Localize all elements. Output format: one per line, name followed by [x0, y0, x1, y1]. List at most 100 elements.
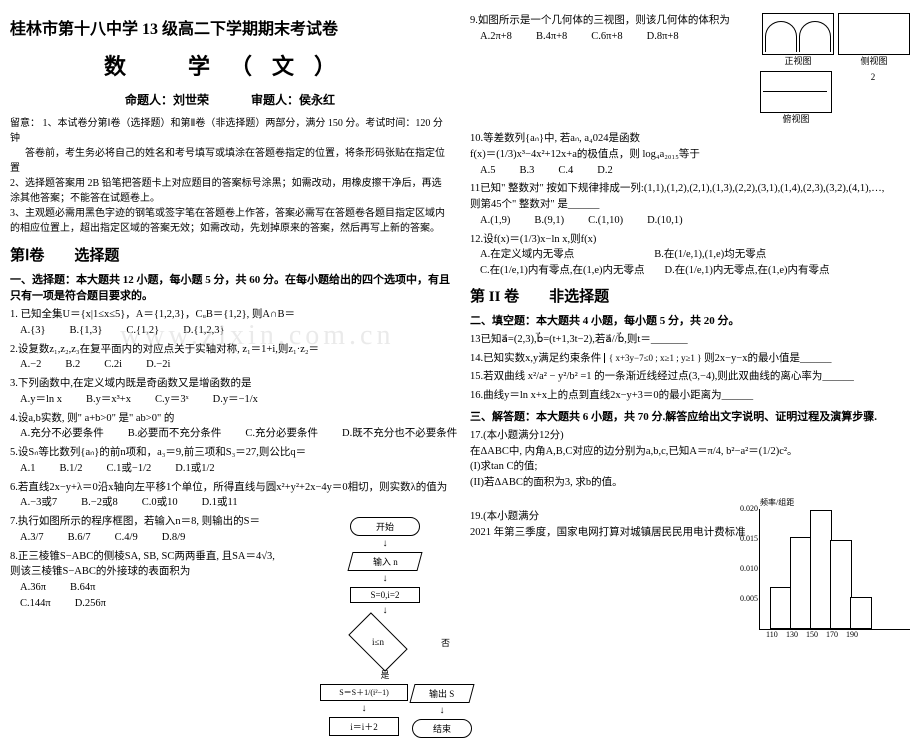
- hist-bar: [790, 537, 812, 629]
- flow-no: 否: [441, 636, 450, 649]
- remarks: 留意： 1、本试卷分第Ⅰ卷（选择题）和第Ⅱ卷（非选择题）两部分，满分 150 分…: [10, 116, 450, 236]
- q17-p2: (II)若ΔABC的面积为3, 求b的值。: [470, 475, 910, 491]
- q3-C: C.y＝3ˣ: [155, 392, 189, 408]
- q3: 3.下列函数中,在定义域内既是奇函数又是增函数的是 A.y＝ln x B.y＝x…: [10, 376, 450, 408]
- q11-C: C.(1,10): [588, 213, 623, 229]
- side-view-label: 侧视图: [838, 55, 910, 69]
- ylabel: 0.015: [740, 533, 760, 545]
- q8-C: C.144π: [20, 596, 51, 612]
- q11-stem: 11已知" 整数对" 按如下规律排成一列:(1,1),(1,2),(2,1),(…: [470, 181, 910, 197]
- q15: 15.若双曲线 x²/a² − y²/b² =1 的一条渐近线经过点(3,−4)…: [470, 369, 910, 385]
- three-views: 正视图 侧视图 俯视图 2: [730, 13, 910, 128]
- part2-title: 第 II 卷 非选择题: [470, 285, 910, 306]
- top-view-label: 俯视图: [760, 113, 832, 127]
- q7-A: A.3/7: [20, 530, 44, 546]
- q2-B: B.2: [65, 357, 80, 373]
- authors: 命题人：刘世荣 审题人：侯永红: [10, 91, 450, 108]
- hist-bar: [810, 510, 832, 629]
- flow-input: 输入 n: [347, 552, 422, 571]
- q12: 12.设f(x)＝(1/3)x−ln x,则f(x) A.在定义域内无零点 B.…: [470, 232, 910, 279]
- q4-B: B.必要而不充分条件: [128, 426, 222, 442]
- q14-cond: { x+3y−7≤0 ; x≥1 ; y≥1 }: [604, 353, 702, 364]
- q10-C: C.4: [558, 163, 573, 179]
- q9-A: A.2π+8: [480, 29, 512, 45]
- q11: 11已知" 整数对" 按如下规律排成一列:(1,1),(1,2),(2,1),(…: [470, 181, 910, 228]
- histogram: 频率/组距 0.020 0.015 0.010 0.005 110 130 15…: [759, 509, 910, 630]
- arrow-icon: ↓: [320, 574, 450, 584]
- q4: 4.设a,b实数, 则" a+b>0" 是" ab>0" 的 A.充分不必要条件…: [10, 411, 450, 443]
- flow-start: 开始: [350, 517, 420, 536]
- q10-B: B.3: [519, 163, 534, 179]
- q3-A: A.y＝ln x: [20, 392, 62, 408]
- q8-A: A.36π: [20, 580, 46, 596]
- q5-stem: 5.设Sₙ等比数列{aₙ}的前n项和，a₃＝9,前三项和S₃＝27,则公比q＝: [10, 445, 450, 461]
- q6-D: D.1或11: [202, 495, 238, 511]
- q10-stem: 10.等差数列{aₙ}中, 若aₙ, a₄024是函数: [470, 131, 910, 147]
- flow-inc: i＝i＋2: [329, 717, 399, 736]
- q5-B: B.1/2: [59, 461, 82, 477]
- q12-A: A.在定义域内无零点: [480, 247, 574, 263]
- q14-stem: 14.已知实数x,y满足约束条件: [470, 353, 601, 364]
- top-view: [760, 71, 832, 113]
- q9: 正视图 侧视图 俯视图 2 9.如图所示是一个几何体的三视图，则该几何体的体积为: [470, 13, 910, 128]
- flow-calc: S＝S＋1/(i²−1): [320, 684, 408, 701]
- dim-label: 2: [836, 71, 910, 127]
- q5-D: D.1或1/2: [175, 461, 214, 477]
- q2-C: C.2i: [104, 357, 122, 373]
- subject-title: 数 学（文）: [10, 49, 450, 81]
- xlabel: 110: [766, 629, 778, 641]
- q2-stem: 2.设复数z₁,z₂,z₃在复平面内的对应点关于实轴对称, z₁＝1+i,则z₁…: [10, 342, 450, 358]
- fill-head: 二、填空题：本大题共 4 小题，每小题 5 分，共 20 分。: [470, 312, 910, 328]
- q1-C: C.{1,2}: [126, 323, 159, 339]
- arrow-icon: ↓: [320, 704, 408, 714]
- q6-stem: 6.若直线2x−y+λ＝0沿x轴向左平移1个单位，所得直线与圆x²+y²+2x−…: [10, 480, 450, 496]
- q4-C: C.充分必要条件: [245, 426, 318, 442]
- q7-B: B.6/7: [68, 530, 91, 546]
- q4-D: D.既不充分也不必要条件: [342, 426, 457, 442]
- q8-B: B.64π: [70, 580, 95, 596]
- q10-stem2: f(x)＝(1/3)x³−4x²+12x+a的极值点，则 log₄a₂₀₁₅等于: [470, 147, 910, 163]
- ylabel: 0.010: [740, 563, 760, 575]
- q2-A: A.−2: [20, 357, 41, 373]
- author-left: 命题人：刘世荣: [125, 93, 209, 107]
- q4-stem: 4.设a,b实数, 则" a+b>0" 是" ab>0" 的: [10, 411, 450, 427]
- xlabel: 190: [846, 629, 858, 641]
- flowchart: 开始 ↓ 输入 n ↓ S=0,i=2 ↓ i≤n 否 是 S＝S＋1/(i²−…: [320, 514, 450, 741]
- q11-stem2: 则第45个" 整数对" 是______: [470, 197, 910, 213]
- q12-B: B.在(1/e,1),(1,e)均无零点: [654, 247, 766, 263]
- q17-h: 17.(本小题满分12分): [470, 428, 910, 444]
- q13: 13已知a⃗=(2,3),b⃗=(t+1,3t−2),若a⃗//b⃗,则t＝__…: [470, 332, 910, 348]
- q14-tail: 则2x−y−x的最小值是______: [704, 353, 831, 364]
- ylabel: 0.020: [740, 503, 760, 515]
- q17: 17.(本小题满分12分) 在ΔABC中, 内角A,B,C对应的边分别为a,b,…: [470, 428, 910, 491]
- q10: 10.等差数列{aₙ}中, 若aₙ, a₄024是函数 f(x)＝(1/3)x³…: [470, 131, 910, 178]
- xlabel: 150: [806, 629, 818, 641]
- q11-B: B.(9,1): [534, 213, 564, 229]
- q1: 1. 已知全集U＝{x|1≤x≤5}，A＝{1,2,3}，CᵤB＝{1,2}, …: [10, 307, 450, 339]
- q6: 6.若直线2x−y+λ＝0沿x轴向左平移1个单位，所得直线与圆x²+y²+2x−…: [10, 480, 450, 512]
- arrow-icon: ↓: [320, 606, 450, 616]
- flow-cond: i≤n: [349, 612, 408, 671]
- flow-init: S=0,i=2: [350, 587, 420, 603]
- front-view: [762, 13, 834, 55]
- q7-D: D.8/9: [162, 530, 186, 546]
- q1-stem: 1. 已知全集U＝{x|1≤x≤5}，A＝{1,2,3}，CᵤB＝{1,2}, …: [10, 307, 450, 323]
- flow-output: 输出 S: [409, 684, 474, 703]
- q4-A: A.充分不必要条件: [20, 426, 104, 442]
- q5: 5.设Sₙ等比数列{aₙ}的前n项和，a₃＝9,前三项和S₃＝27,则公比q＝ …: [10, 445, 450, 477]
- q14: 14.已知实数x,y满足约束条件 { x+3y−7≤0 ; x≥1 ; y≥1 …: [470, 351, 910, 367]
- q17-stem: 在ΔABC中, 内角A,B,C对应的边分别为a,b,c,已知A＝π/4, b²−…: [470, 444, 910, 460]
- ylabel: 0.005: [740, 593, 760, 605]
- q2-D: D.−2i: [146, 357, 170, 373]
- q11-D: D.(10,1): [647, 213, 683, 229]
- q6-A: A.−3或7: [20, 495, 57, 511]
- q7-C: C.4/9: [115, 530, 138, 546]
- q9-D: D.8π+8: [647, 29, 679, 45]
- q12-D: D.在(1/e,1)内无零点,在(1,e)内有零点: [664, 263, 829, 279]
- flow-end: 结束: [412, 719, 472, 738]
- q1-D: D.{1,2,3}: [183, 323, 224, 339]
- q19: 频率/组距 0.020 0.015 0.010 0.005 110 130 15…: [470, 509, 910, 541]
- q12-C: C.在(1/e,1)内有零点,在(1,e)内无零点: [480, 263, 644, 279]
- remark-prefix: 留意：: [10, 118, 40, 129]
- hist-bar: [830, 540, 852, 629]
